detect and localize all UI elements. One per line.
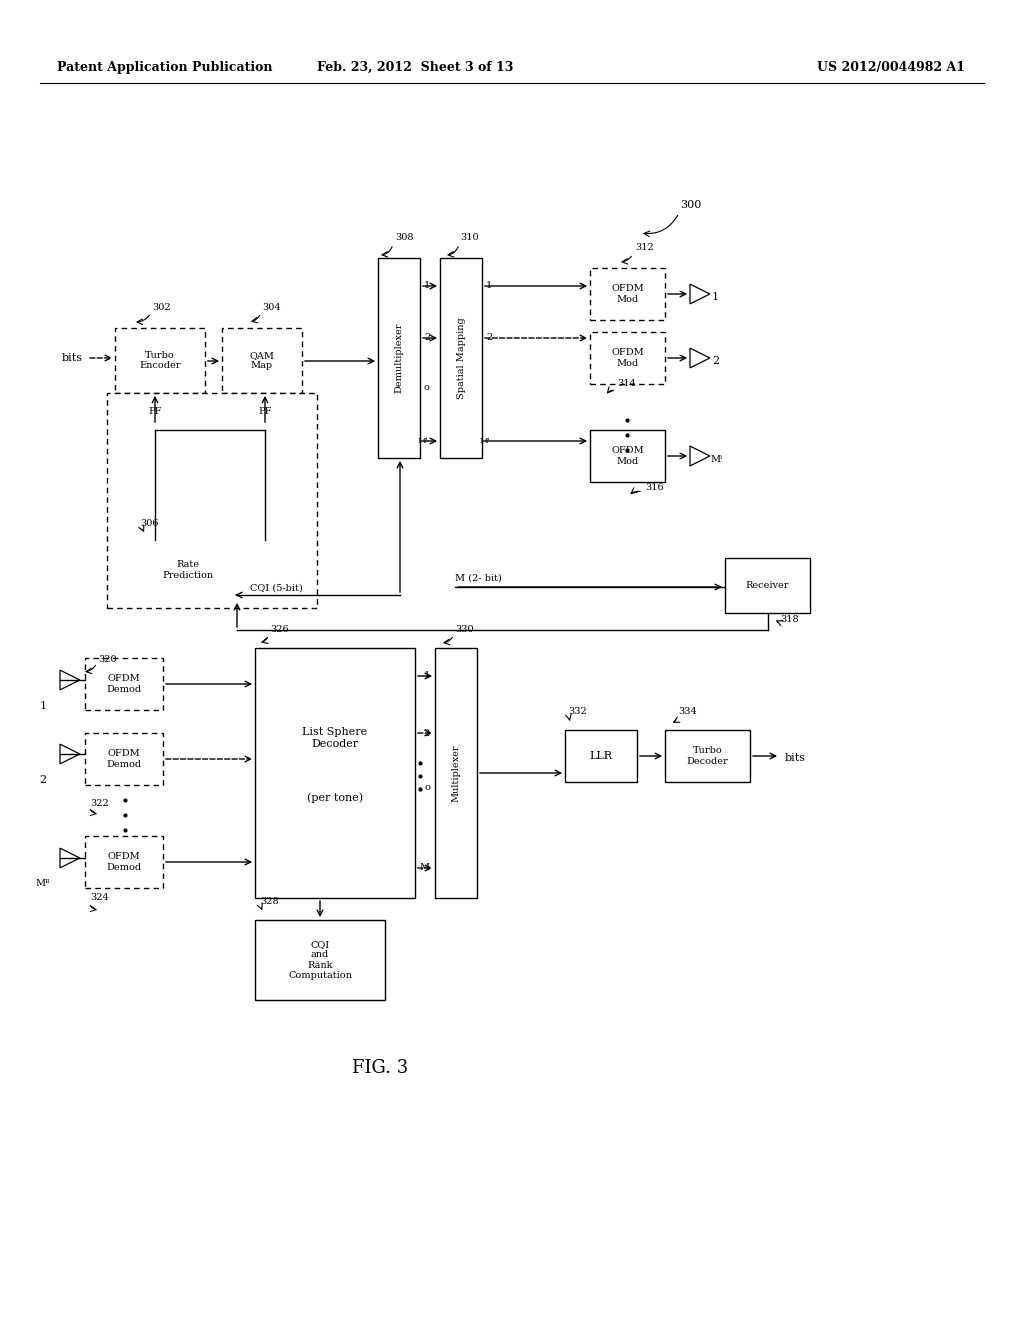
Text: (per tone): (per tone) [307, 793, 364, 804]
Bar [590, 430, 665, 482]
Text: 310: 310 [460, 232, 478, 242]
Text: OFDM
Demod: OFDM Demod [106, 853, 141, 871]
Text: 1: 1 [712, 292, 719, 302]
Text: o: o [424, 784, 430, 792]
Text: Spatial Mapping: Spatial Mapping [457, 317, 466, 399]
Text: Mⁱ: Mⁱ [710, 454, 722, 463]
Text: 332: 332 [568, 708, 587, 717]
Text: List Sphere
Decoder: List Sphere Decoder [302, 727, 368, 748]
Bar [725, 558, 810, 612]
Text: Feb. 23, 2012  Sheet 3 of 13: Feb. 23, 2012 Sheet 3 of 13 [316, 61, 513, 74]
Text: OFDM
Demod: OFDM Demod [106, 750, 141, 768]
Text: 2: 2 [486, 334, 493, 342]
Text: 2: 2 [424, 729, 430, 738]
Text: 326: 326 [270, 626, 289, 635]
Bar [255, 648, 415, 898]
Text: Turbo
Encoder: Turbo Encoder [139, 351, 181, 370]
Text: 328: 328 [260, 898, 279, 907]
Text: 2: 2 [424, 334, 430, 342]
Bar [140, 540, 234, 601]
Bar [378, 257, 420, 458]
Text: M (2- bit): M (2- bit) [455, 573, 502, 582]
Text: PF: PF [148, 408, 162, 417]
Text: 302: 302 [152, 304, 171, 313]
Text: bits: bits [785, 752, 806, 763]
Text: QAM
Map: QAM Map [250, 351, 274, 370]
Text: 334: 334 [678, 708, 696, 717]
Text: 330: 330 [455, 626, 474, 635]
Text: Receiver: Receiver [745, 581, 790, 590]
Bar [85, 657, 163, 710]
Bar [255, 920, 385, 1001]
Text: OFDM
Mod: OFDM Mod [611, 446, 644, 466]
Text: OFDM
Mod: OFDM Mod [611, 284, 644, 304]
Text: Patent Application Publication: Patent Application Publication [57, 61, 272, 74]
Text: 1: 1 [40, 701, 46, 711]
Bar [590, 268, 665, 319]
Text: 1: 1 [424, 281, 430, 290]
Bar [590, 333, 665, 384]
Text: 306: 306 [140, 520, 159, 528]
Text: Turbo
Decoder: Turbo Decoder [687, 746, 728, 766]
Text: Mⁱ: Mⁱ [480, 437, 490, 445]
Text: CQI
and
Rank
Computation: CQI and Rank Computation [288, 940, 352, 979]
Text: PF: PF [258, 408, 271, 417]
Bar [85, 733, 163, 785]
Text: 300: 300 [680, 201, 701, 210]
Bar [106, 393, 317, 609]
Text: Demultiplexer: Demultiplexer [394, 323, 403, 393]
Text: FIG. 3: FIG. 3 [352, 1059, 409, 1077]
Text: OFDM
Mod: OFDM Mod [611, 348, 644, 368]
Text: 322: 322 [90, 799, 109, 808]
Text: 1: 1 [486, 281, 493, 290]
Text: Mᴿ: Mᴿ [36, 879, 50, 888]
Text: 324: 324 [90, 894, 109, 903]
Text: CQI (5-bit): CQI (5-bit) [250, 583, 303, 593]
Text: 304: 304 [262, 304, 281, 313]
Text: 312: 312 [635, 243, 653, 252]
Text: 316: 316 [645, 483, 664, 492]
Text: 2: 2 [40, 775, 46, 785]
Text: US 2012/0044982 A1: US 2012/0044982 A1 [817, 61, 965, 74]
Text: 314: 314 [617, 380, 636, 388]
Text: Multiplexer: Multiplexer [452, 744, 461, 801]
Text: 320: 320 [98, 655, 117, 664]
Bar [565, 730, 637, 781]
Text: 308: 308 [395, 232, 414, 242]
Bar [440, 257, 482, 458]
Text: 1: 1 [424, 672, 430, 681]
Bar [435, 648, 477, 898]
Bar [665, 730, 750, 781]
Text: 2: 2 [712, 356, 719, 366]
Text: bits: bits [61, 352, 83, 363]
Text: Rate
Prediction: Rate Prediction [162, 560, 213, 579]
Text: 318: 318 [780, 615, 799, 624]
Bar [85, 836, 163, 888]
Text: o: o [424, 384, 430, 392]
Text: M: M [420, 863, 430, 873]
Text: OFDM
Demod: OFDM Demod [106, 675, 141, 694]
Text: Mⁱ: Mⁱ [418, 437, 428, 445]
Bar [115, 327, 205, 393]
Bar [222, 327, 302, 393]
Text: LLR: LLR [590, 751, 612, 762]
